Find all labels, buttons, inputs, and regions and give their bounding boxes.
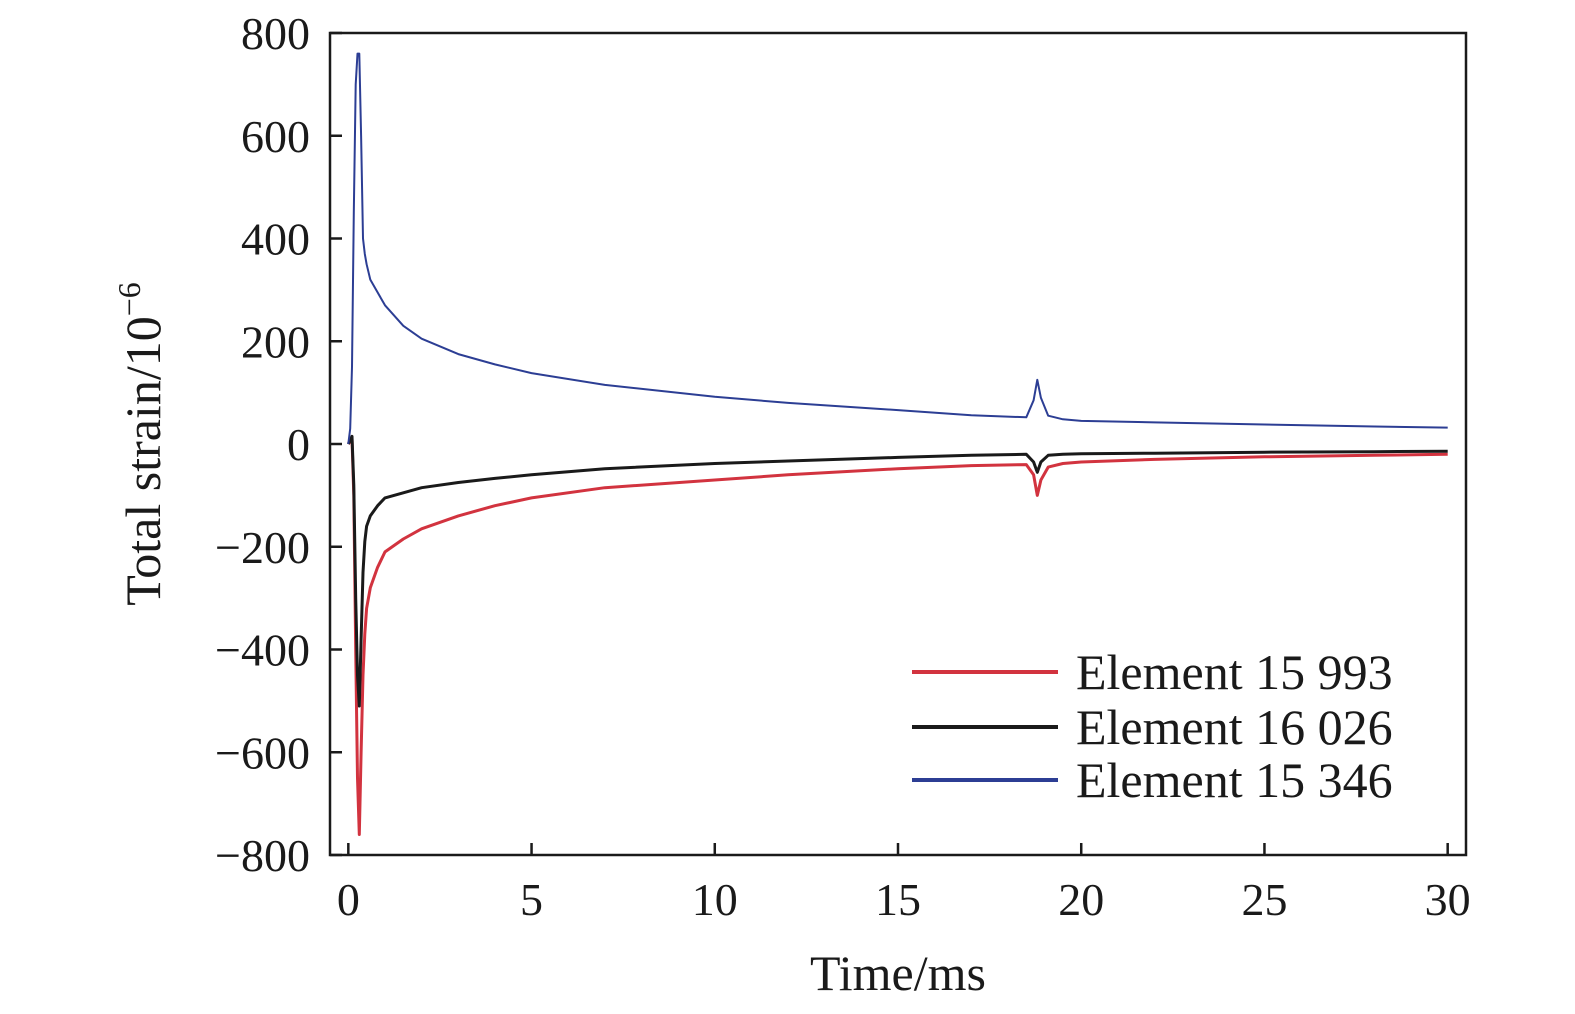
series-layer: [346, 52, 1448, 836]
y-tick-label: 600: [241, 111, 310, 162]
x-tick-label: 20: [1058, 874, 1104, 925]
legend-label-2: Element 16 026: [1076, 699, 1393, 755]
y-tick-label: −800: [215, 830, 310, 881]
y-tick-label: −200: [215, 522, 310, 573]
x-tick-label: 0: [337, 874, 360, 925]
x-tick-label: 10: [692, 874, 738, 925]
series-line-2: [346, 434, 1448, 708]
x-tick-label: 25: [1241, 874, 1287, 925]
y-axis-ticks: 800 600 400 200 0 −200 −400 −600 −800: [215, 8, 342, 881]
series-line-1: [347, 437, 1448, 836]
x-axis-title: Time/ms: [810, 945, 986, 1001]
y-axis-title-base: Total strain/10: [115, 316, 171, 606]
y-axis-title-exponent: −6: [111, 282, 147, 316]
x-axis-ticks: 0 5 10 15 20 25 30: [337, 843, 1471, 925]
y-tick-label: 0: [287, 419, 310, 470]
x-tick-label: 5: [520, 874, 543, 925]
y-tick-label: 400: [241, 214, 310, 265]
legend-label-3: Element 15 346: [1076, 752, 1393, 808]
x-tick-label: 30: [1425, 874, 1471, 925]
series-line-3: [347, 52, 1448, 445]
y-tick-label: 200: [241, 316, 310, 367]
x-tick-label: 15: [875, 874, 921, 925]
y-axis-title: Total strain/10−6: [111, 282, 171, 606]
y-tick-label: 800: [241, 8, 310, 59]
y-tick-label: −400: [215, 625, 310, 676]
y-tick-label: −600: [215, 727, 310, 778]
legend-label-1: Element 15 993: [1076, 644, 1393, 700]
